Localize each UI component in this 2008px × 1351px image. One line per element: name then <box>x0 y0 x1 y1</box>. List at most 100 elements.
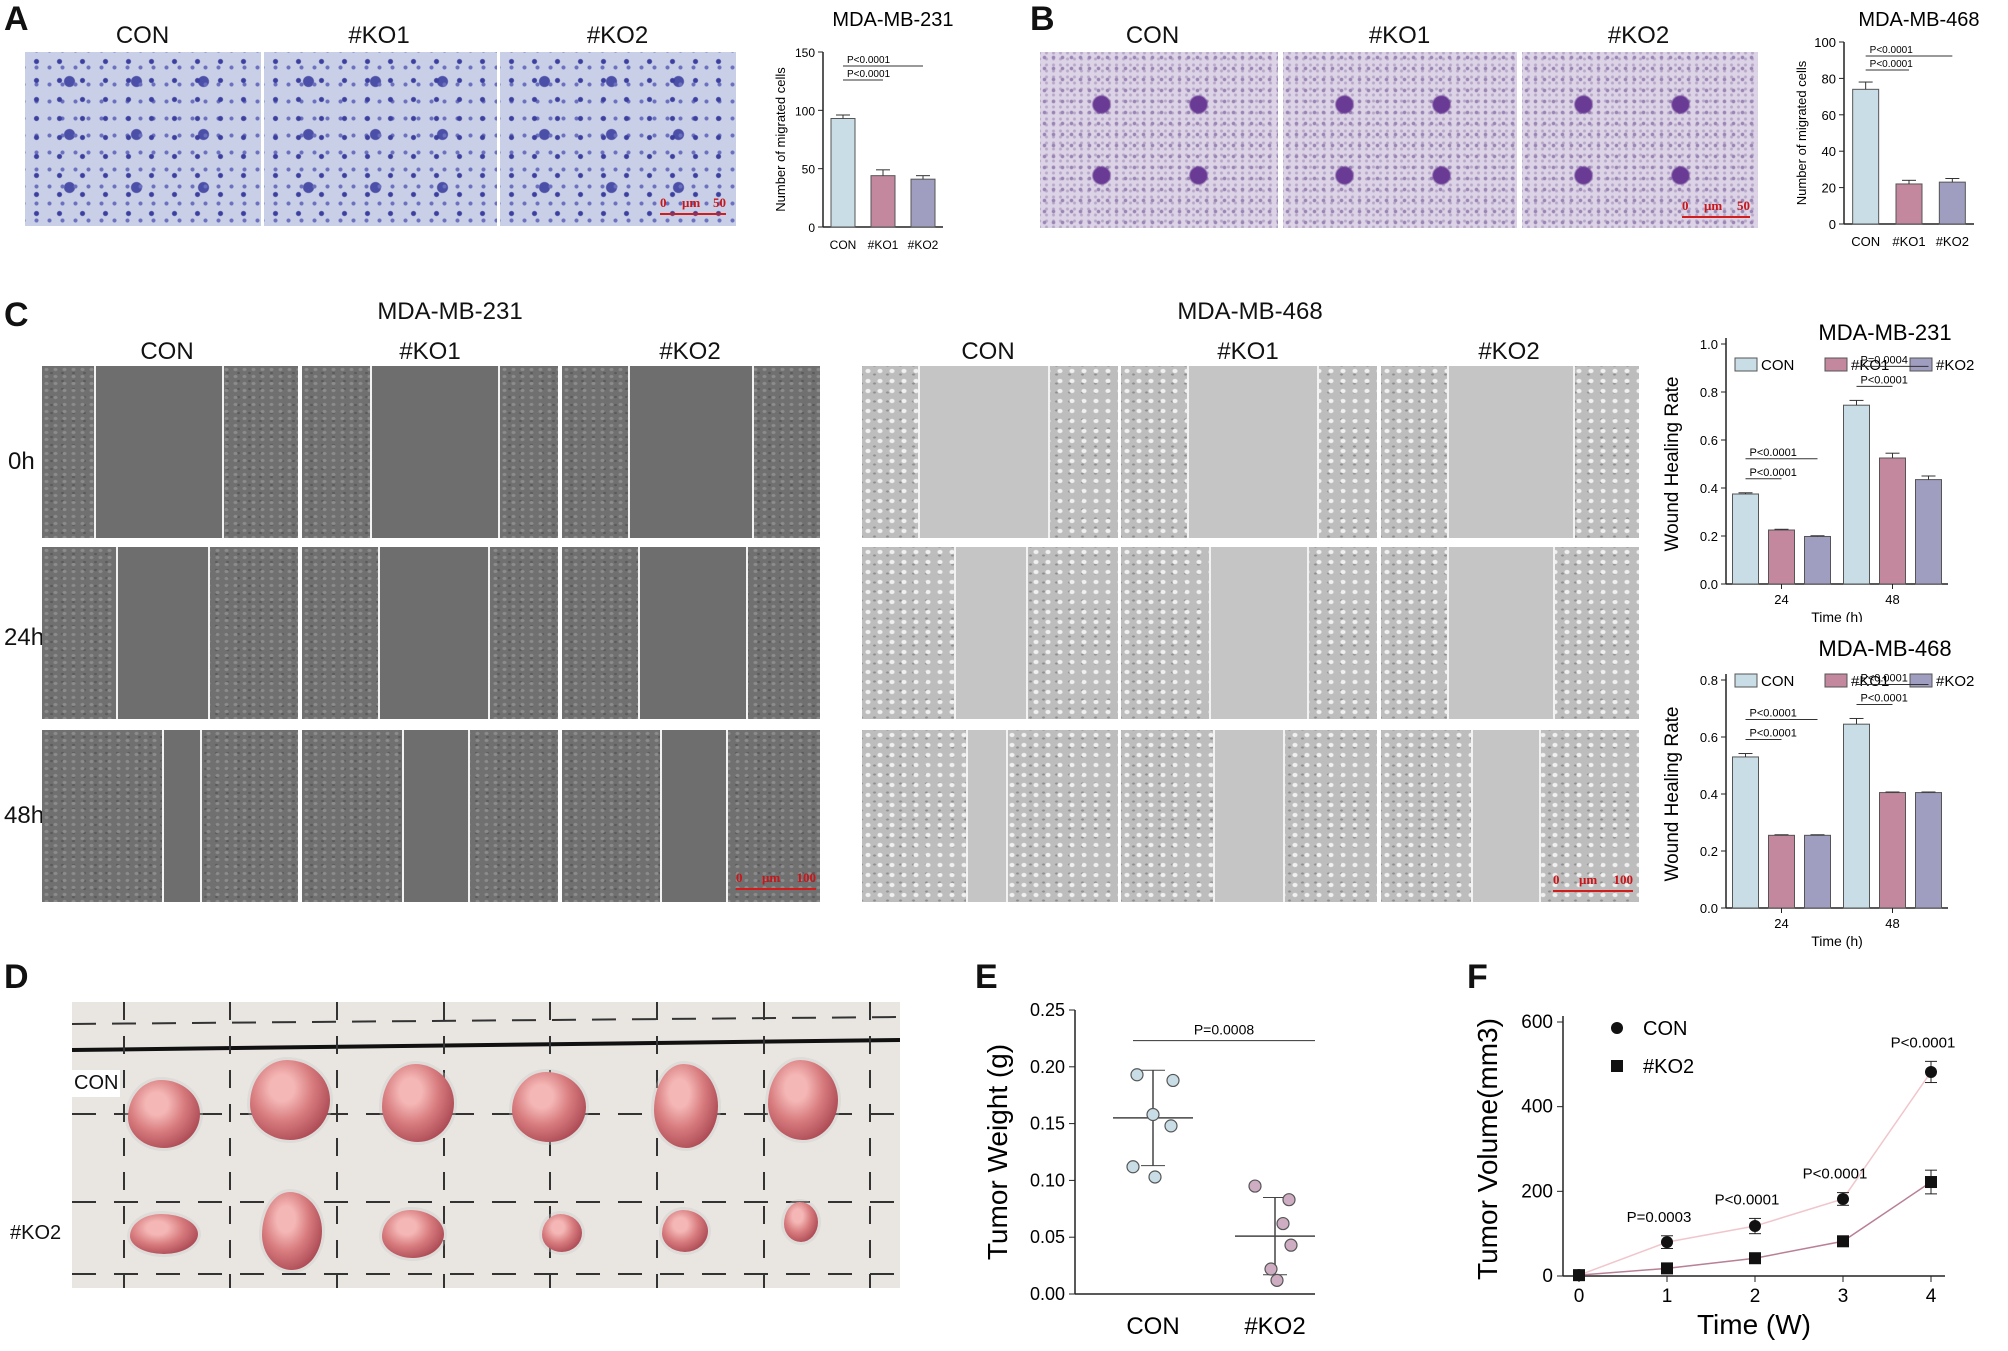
y-axis-label: Wound Healing Rate <box>1662 377 1683 552</box>
p-value-label: P<0.0001 <box>1750 728 1797 740</box>
scale-bar: 0 μm 100 <box>736 870 816 890</box>
wound-468-ko1-24h <box>1121 547 1377 719</box>
panel-c-468-ko1: #KO1 <box>1217 338 1279 365</box>
tumor-ko2-6 <box>784 1202 818 1242</box>
y-tick-label: 0.6 <box>1700 730 1718 745</box>
data-point-#KO2 <box>1573 1269 1585 1282</box>
legend-swatch-#KO1 <box>1824 357 1848 372</box>
wound-231-con-24h <box>42 547 298 719</box>
panel-b-ko1-label: #KO1 <box>1368 22 1431 49</box>
y-axis-label: Number of migrated cells <box>773 67 788 212</box>
p-value-label: P<0.0001 <box>1861 672 1908 684</box>
tumor-ko2-3 <box>382 1210 444 1258</box>
legend-swatch-#KO1 <box>1824 673 1848 688</box>
legend-label: CON <box>1761 357 1794 374</box>
tumor-ko2-4 <box>542 1214 582 1252</box>
legend-marker-KO2 <box>1611 1060 1623 1072</box>
scale-bar: 0 μm 50 <box>660 195 726 215</box>
y-tick-label: 0.8 <box>1700 385 1718 400</box>
chart-title: MDA-MB-468 <box>1818 636 1951 661</box>
x-tick-label: #KO1 <box>1892 234 1925 249</box>
transwell-image-468-ko1 <box>1283 52 1517 228</box>
series-line-CON <box>1578 1071 1932 1276</box>
transwell-image-231-ko2: 0 μm 50 <box>500 52 736 226</box>
y-axis-label: Tumor Volume(mm3) <box>1472 1018 1503 1280</box>
panel-c-231-ko1: #KO1 <box>399 338 461 365</box>
data-point-CON <box>1146 1107 1160 1122</box>
y-tick-label: 100 <box>1814 35 1836 50</box>
x-axis-label: Time (W) <box>1697 1309 1811 1340</box>
data-point-CON <box>1925 1065 1937 1078</box>
x-tick-label: CON <box>1126 1313 1179 1340</box>
x-tick-label: 4 <box>1926 1286 1937 1307</box>
legend-label: #KO1 <box>1851 357 1889 374</box>
bar-#KO1-24 <box>1768 834 1795 909</box>
wound-468-con-24h <box>862 547 1118 719</box>
panel-f-label: F <box>1467 958 1488 996</box>
transwell-image-468-con <box>1040 52 1278 228</box>
y-tick-label: 0.05 <box>1030 1227 1065 1247</box>
x-tick-label: #KO1 <box>868 238 899 252</box>
chart-b-migration-468: MDA-MB-468 0 20 40 60 80 100 Number of migrated… <box>1794 9 1980 249</box>
p-value-label: P<0.0001 <box>1861 692 1908 704</box>
y-tick-label: 400 <box>1521 1097 1553 1118</box>
data-point-#KO2 <box>1925 1176 1937 1189</box>
data-point-CON <box>1749 1220 1761 1233</box>
data-point-#KO2 <box>1284 1238 1298 1252</box>
x-tick-label: #KO2 <box>1244 1313 1305 1340</box>
row-label-ko2-outer: #KO2 <box>10 1222 62 1244</box>
wound-231-ko2-48h: 0 μm 100 <box>562 730 820 902</box>
wound-231-ko1-24h <box>302 547 558 719</box>
p-value-label: P<0.0001 <box>1803 1166 1868 1183</box>
transwell-image-468-ko2: 0 μm 50 <box>1522 52 1758 228</box>
y-tick-label: 0.4 <box>1700 481 1718 496</box>
legend-swatch-CON <box>1734 357 1758 372</box>
y-tick-label: 40 <box>1822 144 1836 159</box>
data-point-#KO2 <box>1282 1193 1296 1207</box>
legend-label: #KO2 <box>1936 357 1974 374</box>
panel-a-label: A <box>4 0 29 38</box>
data-point-CON <box>1837 1192 1849 1205</box>
wound-468-ko2-48h: 0 μm 100 <box>1381 730 1639 902</box>
bar-#KO2-48 <box>1915 479 1942 585</box>
p-value-label: P=0.0004 <box>1861 354 1908 366</box>
tumor-con-3 <box>382 1064 454 1142</box>
x-tick-label: CON <box>830 238 857 252</box>
data-point-CON <box>1661 1236 1673 1249</box>
row-label-con: CON <box>72 1070 121 1097</box>
x-axis-label: Time (h) <box>1811 933 1863 949</box>
wound-468-con-48h <box>862 730 1118 902</box>
panel-c-231-ko2: #KO2 <box>659 338 721 365</box>
chart-title: MDA-MB-468 <box>1858 9 1979 31</box>
data-point-#KO2 <box>1837 1235 1849 1248</box>
y-tick-label: 0.0 <box>1700 901 1718 916</box>
chart-title: MDA-MB-231 <box>832 9 953 31</box>
y-tick-label: 0.2 <box>1700 844 1718 859</box>
chart-f-tumor-volume: 0 200 400 600 0 1 2 3 4 Tumor Volume(mm3) Time (W)… <box>1472 1012 1955 1340</box>
data-point-CON <box>1166 1073 1180 1088</box>
p-value-label: P<0.0001 <box>1715 1191 1780 1208</box>
y-tick-label: 0 <box>1829 217 1836 232</box>
tumor-con-6 <box>768 1060 838 1140</box>
panel-c-468-ko2: #KO2 <box>1478 338 1540 365</box>
bar-CON <box>830 118 856 228</box>
panel-a-con-label: CON <box>115 22 170 49</box>
y-tick-label: 0 <box>808 221 815 235</box>
ruler-grid <box>72 1002 900 1288</box>
y-tick-label: 0.10 <box>1030 1170 1065 1190</box>
scale-bar: 0 μm 100 <box>1553 872 1633 892</box>
x-tick-label: 0 <box>1574 1286 1585 1307</box>
data-point-#KO2 <box>1270 1273 1284 1287</box>
y-tick-label: 0.15 <box>1030 1114 1065 1134</box>
panel-c-468-con: CON <box>961 338 1015 365</box>
panel-b-con-label: CON <box>1125 22 1180 49</box>
y-tick-label: 0.4 <box>1700 787 1718 802</box>
wound-468-ko2-24h <box>1381 547 1639 719</box>
chart-c-wound-231: MDA-MB-231 0.0 0.2 0.4 0.6 0.8 1.0 Wound Healin… <box>1662 320 1974 622</box>
y-tick-label: 60 <box>1822 108 1836 123</box>
x-tick-label: 48 <box>1885 916 1899 931</box>
y-tick-label: 0.8 <box>1700 673 1718 688</box>
bar-#KO2-48 <box>1915 792 1942 909</box>
row-label-48h: 48h <box>4 802 45 829</box>
tumor-ko2-1 <box>130 1214 198 1254</box>
